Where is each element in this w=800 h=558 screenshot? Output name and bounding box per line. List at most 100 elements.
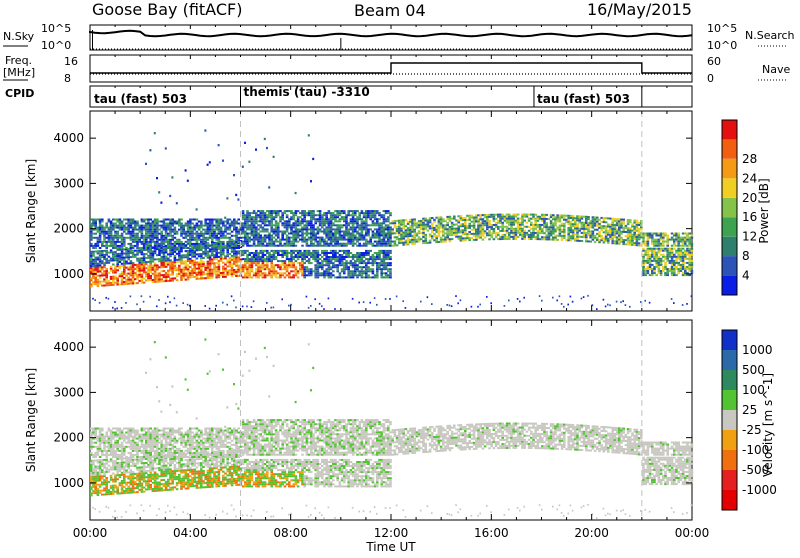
power-cell	[347, 254, 350, 256]
power-cell	[358, 243, 361, 245]
power-cell	[310, 241, 313, 243]
power-cell	[167, 276, 170, 278]
power-cell	[653, 268, 656, 270]
power-cell	[222, 160, 224, 162]
power-cell	[295, 268, 298, 270]
power-cell	[277, 252, 280, 254]
power-cell	[187, 278, 190, 280]
power-cell	[567, 233, 570, 235]
power-cell	[517, 214, 520, 216]
power-cell	[389, 212, 392, 214]
power-cell	[310, 305, 312, 307]
power-cell	[297, 218, 300, 220]
power-cell	[156, 219, 159, 221]
power-cell	[521, 218, 524, 220]
power-cell	[178, 253, 181, 255]
power-cell	[451, 238, 454, 240]
power-cell	[563, 231, 566, 233]
power-cell	[257, 228, 260, 230]
power-cell	[158, 299, 160, 301]
power-cell	[251, 306, 253, 308]
power-cell	[587, 295, 589, 297]
power-cell	[218, 264, 221, 266]
power-cell	[288, 220, 291, 222]
power-cell	[666, 237, 669, 239]
power-cell	[112, 239, 115, 241]
power-cell	[204, 221, 207, 223]
power-cell	[218, 270, 221, 272]
power-cell	[587, 216, 590, 218]
power-cell	[112, 229, 115, 231]
power-cell	[552, 233, 555, 235]
power-cell	[235, 255, 238, 257]
power-cell	[196, 208, 198, 210]
power-cell	[169, 255, 172, 257]
power-cell	[176, 275, 179, 277]
power-cell	[295, 245, 298, 247]
power-cell	[691, 264, 694, 266]
power-cell	[198, 229, 201, 231]
power-cell	[521, 222, 524, 224]
power-cell	[187, 256, 190, 258]
power-cell	[295, 226, 298, 228]
power-cell	[682, 264, 685, 266]
power-cell	[193, 229, 196, 231]
power-cell	[363, 301, 365, 303]
power-cell	[116, 277, 119, 279]
power-cell	[143, 265, 146, 267]
power-cell	[99, 235, 102, 237]
power-cell	[356, 241, 359, 243]
power-cell	[391, 228, 394, 230]
power-cell	[255, 212, 258, 214]
power-cell	[242, 306, 244, 308]
power-cell	[165, 256, 168, 258]
power-cell	[301, 264, 304, 266]
power-cell	[354, 228, 357, 230]
power-cell	[596, 217, 599, 219]
power-cell	[352, 224, 355, 226]
power-cell	[559, 219, 562, 221]
power-cell	[677, 262, 680, 264]
power-cell	[649, 266, 652, 268]
power-cell	[202, 261, 205, 263]
power-cell	[460, 236, 463, 238]
power-cell	[369, 302, 371, 304]
power-cell	[222, 243, 225, 245]
power-cell	[101, 225, 104, 227]
power-cell	[211, 252, 214, 254]
power-cell	[495, 218, 498, 220]
power-cell	[218, 144, 220, 146]
power-cell	[123, 265, 126, 267]
power-cell	[356, 276, 359, 278]
power-cell	[319, 254, 322, 256]
power-cell	[136, 235, 139, 237]
power-cell	[141, 233, 144, 235]
power-cell	[253, 224, 256, 226]
power-cell	[207, 253, 210, 255]
power-cell	[662, 260, 665, 262]
power-cell	[325, 216, 328, 218]
power-cell	[376, 270, 379, 272]
power-cell	[169, 241, 172, 243]
power-cell	[211, 275, 214, 277]
power-cell	[215, 250, 218, 252]
nave-label: Nave	[762, 63, 790, 76]
power-cell	[299, 216, 302, 218]
power-cell	[358, 214, 361, 216]
power-cell	[486, 228, 489, 230]
power-cell	[444, 241, 447, 243]
power-cell	[638, 242, 641, 244]
power-cell	[526, 232, 529, 234]
power-cell	[343, 210, 346, 212]
power-cell	[174, 251, 177, 253]
power-cell	[233, 300, 235, 302]
power-cell	[367, 252, 370, 254]
power-cell	[666, 243, 669, 245]
power-cell	[482, 228, 485, 230]
power-cell	[374, 297, 376, 299]
power-cell	[103, 235, 106, 237]
power-cell	[134, 256, 137, 258]
power-cell	[156, 241, 159, 243]
power-cell	[178, 221, 181, 223]
power-cell	[303, 218, 306, 220]
